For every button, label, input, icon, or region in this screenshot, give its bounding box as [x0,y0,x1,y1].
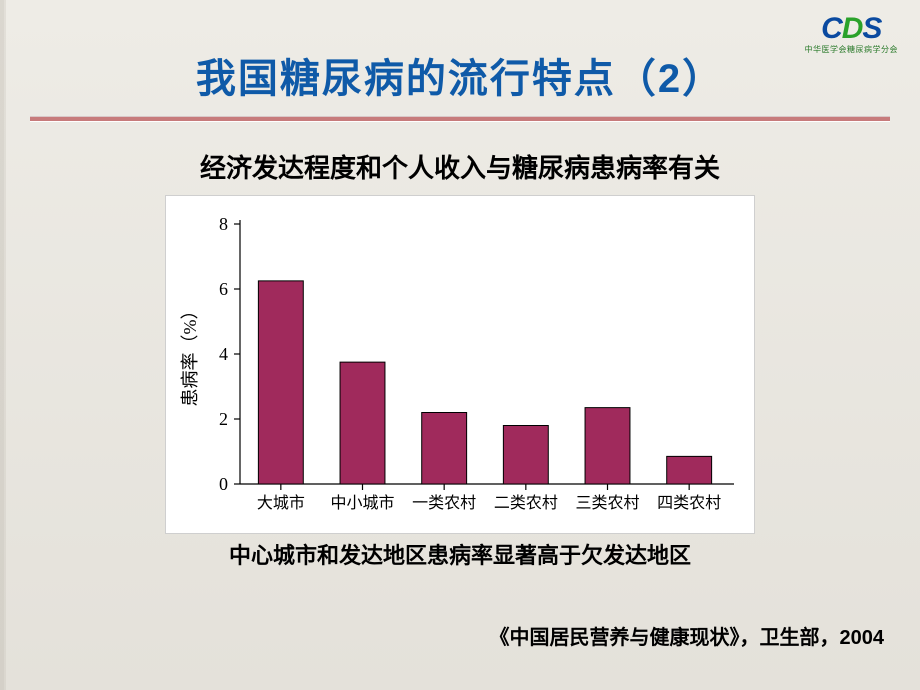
slide: CDS 中华医学会糖尿病学分会 我国糖尿病的流行特点（2） 经济发达程度和个人收… [0,0,920,690]
logo-subtext: 中华医学会糖尿病学分会 [805,46,899,54]
x-category-label: 中小城市 [330,494,394,512]
source-citation: 《中国居民营养与健康现状》，卫生部，2004 [490,621,885,650]
bar-chart: 0 2 4 6 8 患病率（%） 大城市 中小城市一类农村二类农村三类农村四类农村 [170,206,752,522]
bar [585,408,630,484]
x-category-label: 大城市 [257,494,305,512]
bar [340,362,385,484]
svg-text:4: 4 [219,344,228,364]
bar [422,413,467,485]
subtitle: 经济发达程度和个人收入与糖尿病患病率有关 [0,148,920,185]
title-rule [30,116,890,122]
x-category-label: 一类农村 [412,494,476,512]
svg-text:6: 6 [219,279,228,299]
bar [503,426,548,485]
bar [258,281,303,484]
x-category-label: 四类农村 [657,494,721,512]
svg-text:2: 2 [219,409,228,429]
svg-text:8: 8 [219,214,228,234]
svg-text:患病率（%）: 患病率（%） [180,302,200,407]
chart-container: 0 2 4 6 8 患病率（%） 大城市 中小城市一类农村二类农村三类农村四类农村 [165,195,755,534]
svg-text:0: 0 [219,474,228,494]
x-category-label: 二类农村 [494,494,558,512]
bar [667,456,712,484]
logo: CDS 中华医学会糖尿病学分会 [805,14,899,54]
page-title: 我国糖尿病的流行特点（2） [0,0,920,104]
chart-caption: 中心城市和发达地区患病率显著高于欠发达地区 [0,538,920,570]
logo-text: CDS [805,14,899,44]
x-category-label: 三类农村 [575,494,639,512]
